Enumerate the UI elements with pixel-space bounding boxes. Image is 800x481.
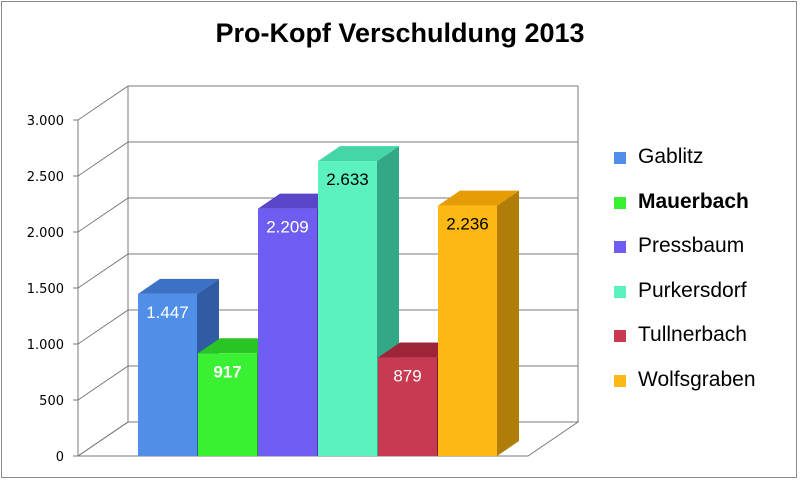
data-label: 879 <box>393 367 421 386</box>
bar <box>378 357 437 456</box>
chart-legend: Gablitz Mauerbach Pressbaum Purkersdorf Tull… <box>614 142 800 409</box>
gridline-diagonal <box>77 85 129 121</box>
legend-swatch <box>614 152 626 164</box>
legend-item: Tullnerbach <box>614 320 800 365</box>
bar-side <box>497 190 519 456</box>
data-label: 2.236 <box>446 215 489 234</box>
y-tick-label: 500 <box>39 394 64 409</box>
bar <box>318 161 377 456</box>
data-label: 917 <box>213 362 241 381</box>
data-label: 2.209 <box>266 218 309 237</box>
legend-swatch <box>614 330 626 342</box>
y-tick-label: 1.500 <box>27 282 64 297</box>
y-tick-label: 2.500 <box>27 170 64 185</box>
gridline-diagonal <box>77 253 129 289</box>
data-label: 1.447 <box>146 303 189 322</box>
gridline-diagonal <box>77 141 129 177</box>
legend-swatch <box>614 241 626 253</box>
bar <box>438 205 497 456</box>
chart-title: Pro-Kopf Verschuldung 2013 <box>215 18 585 48</box>
legend-swatch <box>614 196 626 209</box>
legend-item: Gablitz <box>614 142 800 187</box>
bar <box>138 293 197 456</box>
y-tick-label: 2.000 <box>27 226 64 241</box>
gridline-diagonal <box>77 421 129 457</box>
legend-label: Purkersdorf <box>638 278 747 302</box>
legend-swatch <box>614 285 626 298</box>
bar <box>258 208 317 456</box>
y-tick-label: 3.000 <box>27 114 64 129</box>
legend-label: Gablitz <box>638 145 704 168</box>
legend-label: Wolfsgraben <box>638 367 756 391</box>
gridline-diagonal <box>77 197 129 233</box>
bar-top <box>438 190 519 206</box>
bar-top <box>138 278 219 294</box>
legend-item: Purkersdorf <box>614 276 800 321</box>
legend-item: Mauerbach <box>614 187 800 232</box>
bar <box>198 353 257 456</box>
legend-label: Pressbaum <box>638 234 745 257</box>
legend-item: Wolfsgraben <box>614 365 800 410</box>
legend-item: Pressbaum <box>614 231 800 276</box>
bar-top <box>318 146 399 162</box>
legend-swatch <box>614 374 626 387</box>
legend-label: Mauerbach <box>638 189 749 213</box>
y-tick-label: 1.000 <box>27 338 64 353</box>
data-label: 2.633 <box>326 170 369 189</box>
gridline-diagonal <box>77 309 129 345</box>
legend-label: Tullnerbach <box>638 323 747 346</box>
gridline-diagonal <box>77 365 129 401</box>
y-tick-label: 0 <box>56 450 64 465</box>
